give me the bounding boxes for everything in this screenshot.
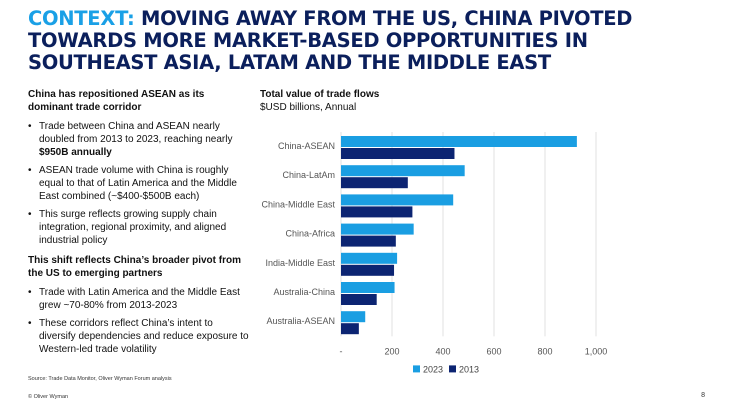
chart-subtitle: $USD billions, Annual bbox=[260, 102, 357, 113]
legend-label-2023: 2023 bbox=[423, 364, 443, 374]
bullet-diversify: These corridors reflect China’s intent t… bbox=[28, 317, 250, 356]
bar-2023 bbox=[341, 252, 398, 264]
x-tick-label: 800 bbox=[537, 346, 552, 356]
legend-swatch-2023 bbox=[413, 365, 420, 373]
chart-header: Total value of trade flows $USD billions… bbox=[260, 88, 379, 114]
bar-2013 bbox=[341, 235, 396, 247]
bullet-supply-chain: This surge reflects growing supply chain… bbox=[28, 208, 250, 247]
x-tick-label: 1,000 bbox=[585, 346, 608, 356]
title-main: MOVING AWAY FROM THE US, CHINA PIVOTED T… bbox=[28, 7, 633, 74]
category-label: India-Middle East bbox=[265, 258, 335, 268]
left-text-panel: China has repositioned ASEAN as its domi… bbox=[28, 88, 250, 363]
bar-2013 bbox=[341, 294, 377, 305]
heading-pivot: This shift reflects China’s broader pivo… bbox=[28, 255, 241, 279]
trade-flows-bar-chart: - 200 400 600 800 1,000 China-ASEAN China-LatAm… bbox=[261, 132, 608, 374]
bullet-asean-volume: ASEAN trade volume with China is roughly… bbox=[28, 164, 250, 203]
bar-2013 bbox=[341, 148, 455, 159]
bar-2023 bbox=[341, 282, 395, 293]
slide-title: CONTEXT: MOVING AWAY FROM THE US, CHINA … bbox=[28, 8, 718, 74]
legend-label-2013: 2013 bbox=[459, 364, 479, 374]
bullet-trade-doubled: Trade between China and ASEAN nearly dou… bbox=[28, 120, 250, 159]
bar-2023 bbox=[341, 136, 577, 147]
bar-2023 bbox=[341, 311, 366, 323]
chart-title: Total value of trade flows bbox=[260, 89, 380, 100]
bullet-list-2: Trade with Latin America and the Middle … bbox=[28, 286, 250, 356]
bar-2013 bbox=[341, 323, 359, 335]
heading-asean: China has repositioned ASEAN as its domi… bbox=[28, 89, 205, 113]
category-label: Australia-ASEAN bbox=[266, 316, 335, 326]
x-tick-label: 400 bbox=[435, 346, 450, 356]
bullet-trade-doubled-bold: $950B annually bbox=[39, 147, 112, 158]
bullet-list-1: Trade between China and ASEAN nearly dou… bbox=[28, 120, 250, 247]
category-label: China-LatAm bbox=[282, 170, 335, 180]
category-label: China-Africa bbox=[285, 229, 335, 239]
category-label: China-Middle East bbox=[261, 199, 335, 209]
bar-2013 bbox=[341, 177, 408, 189]
bullet-trade-doubled-text: Trade between China and ASEAN nearly dou… bbox=[39, 121, 233, 145]
page-number: 8 bbox=[701, 392, 705, 399]
category-label: Australia-China bbox=[273, 287, 335, 297]
bar-2013 bbox=[341, 206, 413, 218]
category-label: China-ASEAN bbox=[278, 141, 335, 151]
x-tick-label: 200 bbox=[384, 346, 399, 356]
copyright-footer: © Oliver Wyman bbox=[28, 394, 69, 400]
bar-2023 bbox=[341, 165, 465, 177]
x-tick-label: - bbox=[340, 346, 343, 356]
bar-2023 bbox=[341, 223, 414, 235]
bar-2013 bbox=[341, 264, 395, 276]
x-tick-label: 600 bbox=[486, 346, 501, 356]
bar-2023 bbox=[341, 194, 454, 206]
title-accent: CONTEXT: bbox=[28, 7, 135, 30]
bullet-latam-growth: Trade with Latin America and the Middle … bbox=[28, 286, 250, 312]
source-note: Source: Trade Data Monitor, Oliver Wyman… bbox=[28, 376, 172, 382]
legend-swatch-2013 bbox=[449, 365, 456, 373]
